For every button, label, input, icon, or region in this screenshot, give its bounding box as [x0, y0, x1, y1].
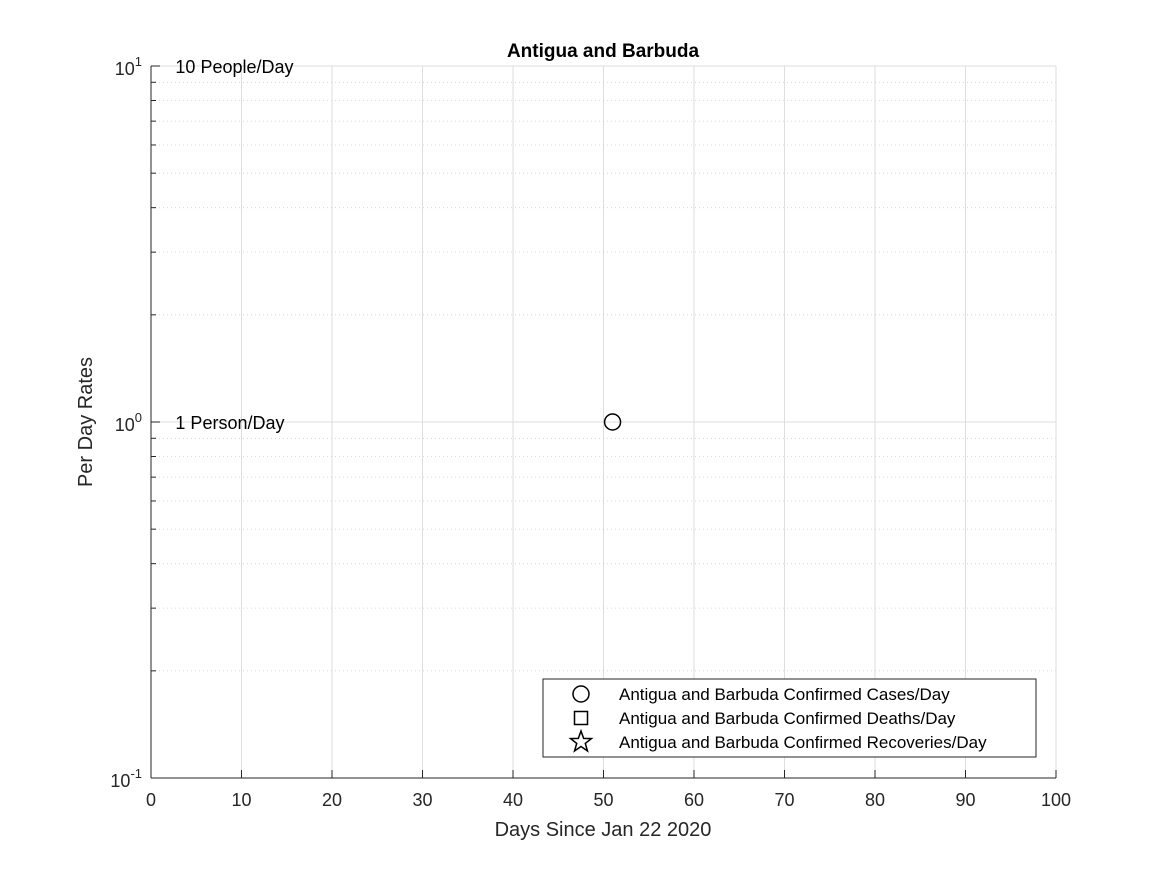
- y-ticks: 10-1 100 101: [110, 54, 160, 791]
- chart-title: Antigua and Barbuda: [507, 41, 700, 62]
- x-tick-label: 50: [593, 790, 613, 810]
- x-tick-label: 90: [955, 790, 975, 810]
- annotations: 10 People/Day 1 Person/Day: [175, 57, 293, 433]
- data-point-circle: [603, 413, 622, 431]
- x-tick-label: 0: [146, 790, 156, 810]
- x-tick-label: 100: [1041, 790, 1071, 810]
- grid: [150, 65, 1057, 779]
- x-tick-label: 80: [865, 790, 885, 810]
- y-tick-label: 100: [115, 410, 142, 435]
- x-tick-label: 20: [322, 790, 342, 810]
- legend-label: Antigua and Barbuda Confirmed Cases/Day: [619, 685, 950, 704]
- x-tick-label: 30: [412, 790, 432, 810]
- legend: Antigua and Barbuda Confirmed Cases/Day A…: [542, 678, 1037, 758]
- x-tick-label: 40: [503, 790, 523, 810]
- legend-marker-circle: [572, 685, 590, 703]
- y-axis-label: Per Day Rates: [75, 357, 97, 487]
- legend-label: Antigua and Barbuda Confirmed Deaths/Day: [619, 709, 956, 728]
- x-tick-label: 10: [231, 790, 251, 810]
- annotation-label: 10 People/Day: [175, 57, 293, 77]
- x-axis-label: Days Since Jan 22 2020: [495, 819, 712, 841]
- y-tick-label: 10-1: [110, 766, 142, 791]
- annotation-label: 1 Person/Day: [175, 413, 284, 433]
- legend-label: Antigua and Barbuda Confirmed Recoveries…: [619, 733, 987, 752]
- legend-marker-star: [568, 728, 594, 753]
- x-ticks: 0 10 20 30 40 50 60 70 80 90 100: [146, 770, 1071, 810]
- legend-marker-square: [573, 710, 589, 726]
- data-marks: [603, 413, 622, 431]
- x-tick-label: 70: [774, 790, 794, 810]
- y-tick-label: 101: [115, 54, 142, 79]
- legend-box: [542, 678, 1037, 758]
- x-tick-label: 60: [684, 790, 704, 810]
